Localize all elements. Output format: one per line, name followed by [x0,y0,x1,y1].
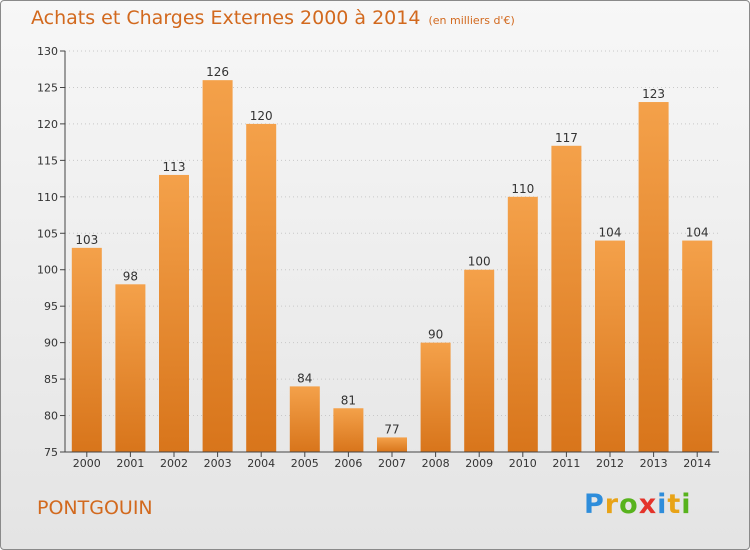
logo-letter: i [681,489,692,520]
bar [420,342,451,452]
bar [377,437,407,452]
bars [71,80,713,453]
x-tick-label: 2014 [683,457,711,470]
bar-value-label: 117 [555,131,578,145]
proxiti-logo: Proxiti [584,489,692,520]
bar-value-label: 104 [686,226,709,240]
bar-value-label: 104 [599,226,622,240]
bar [464,269,495,452]
bar [246,123,277,452]
y-tick-label: 130 [37,45,58,58]
bar-value-label: 103 [75,233,98,247]
x-tick-label: 2011 [552,457,580,470]
unit-label: (en milliers d'€) [428,14,515,27]
logo-letter: o [619,489,639,520]
x-tick-label: 2010 [509,457,537,470]
bar [71,247,102,452]
bar-value-label: 98 [123,269,138,283]
bar [595,240,625,452]
x-tick-label: 2009 [465,457,493,470]
title-text: Achats et Charges Externes 2000 à 2014 [31,7,421,29]
bar [638,102,669,452]
bar-value-label: 110 [511,182,534,196]
x-tick-label: 2002 [160,457,188,470]
y-tick-label: 100 [37,264,58,277]
bar [202,80,233,452]
y-tick-label: 80 [44,410,58,423]
bar [333,408,364,452]
bar-value-label: 90 [428,328,443,342]
y-tick-label: 105 [37,227,58,240]
bar-value-label: 120 [250,109,273,123]
logo-letter: r [604,489,620,520]
bar [551,145,582,453]
y-tick-label: 90 [44,337,58,350]
y-tick-label: 75 [44,446,58,459]
bar-value-label: 100 [468,255,491,269]
logo-letter: t [667,489,682,520]
y-tick-label: 85 [44,373,58,386]
x-tick-label: 2006 [334,457,362,470]
logo-letter: P [584,489,605,520]
bar-value-label: 84 [297,371,312,385]
bar [115,284,146,452]
x-tick-label: 2013 [640,457,668,470]
y-tick-label: 115 [37,154,58,167]
bar-value-label: 126 [206,65,229,79]
chart-title: Achats et Charges Externes 2000 à 2014 (e… [31,7,515,29]
bar [159,174,189,453]
bar [289,386,320,452]
bar-value-label: 81 [341,393,356,407]
x-tick-label: 2005 [291,457,319,470]
x-tick-label: 2000 [73,457,101,470]
y-tick-label: 125 [37,81,58,94]
x-tick-label: 2008 [422,457,450,470]
x-tick-label: 2001 [116,457,144,470]
y-tick-label: 95 [44,300,58,313]
bar [507,196,538,452]
x-axis: 2000 2001 2002 2003 2004 2005 2006 2007 2008 2009… [65,451,719,470]
x-tick-label: 2003 [204,457,232,470]
bar-value-label: 113 [163,160,186,174]
y-tick-label: 120 [37,118,58,131]
y-axis: 75 80 85 90 95 100 105 110 115 120 125 130 [37,45,66,459]
commune-name: PONTGOUIN [37,497,153,519]
logo-letter: x [638,489,658,520]
data-labels: 103 98 113 126 120 84 81 77 90 100 110 117 104 123 104 [75,65,708,436]
bar-value-label: 123 [642,87,665,101]
logo-letter: i [657,489,668,520]
x-tick-label: 2004 [247,457,275,470]
y-tick-label: 110 [37,191,58,204]
x-tick-label: 2007 [378,457,406,470]
bar [682,240,713,452]
x-tick-label: 2012 [596,457,624,470]
bar-value-label: 77 [384,422,399,436]
